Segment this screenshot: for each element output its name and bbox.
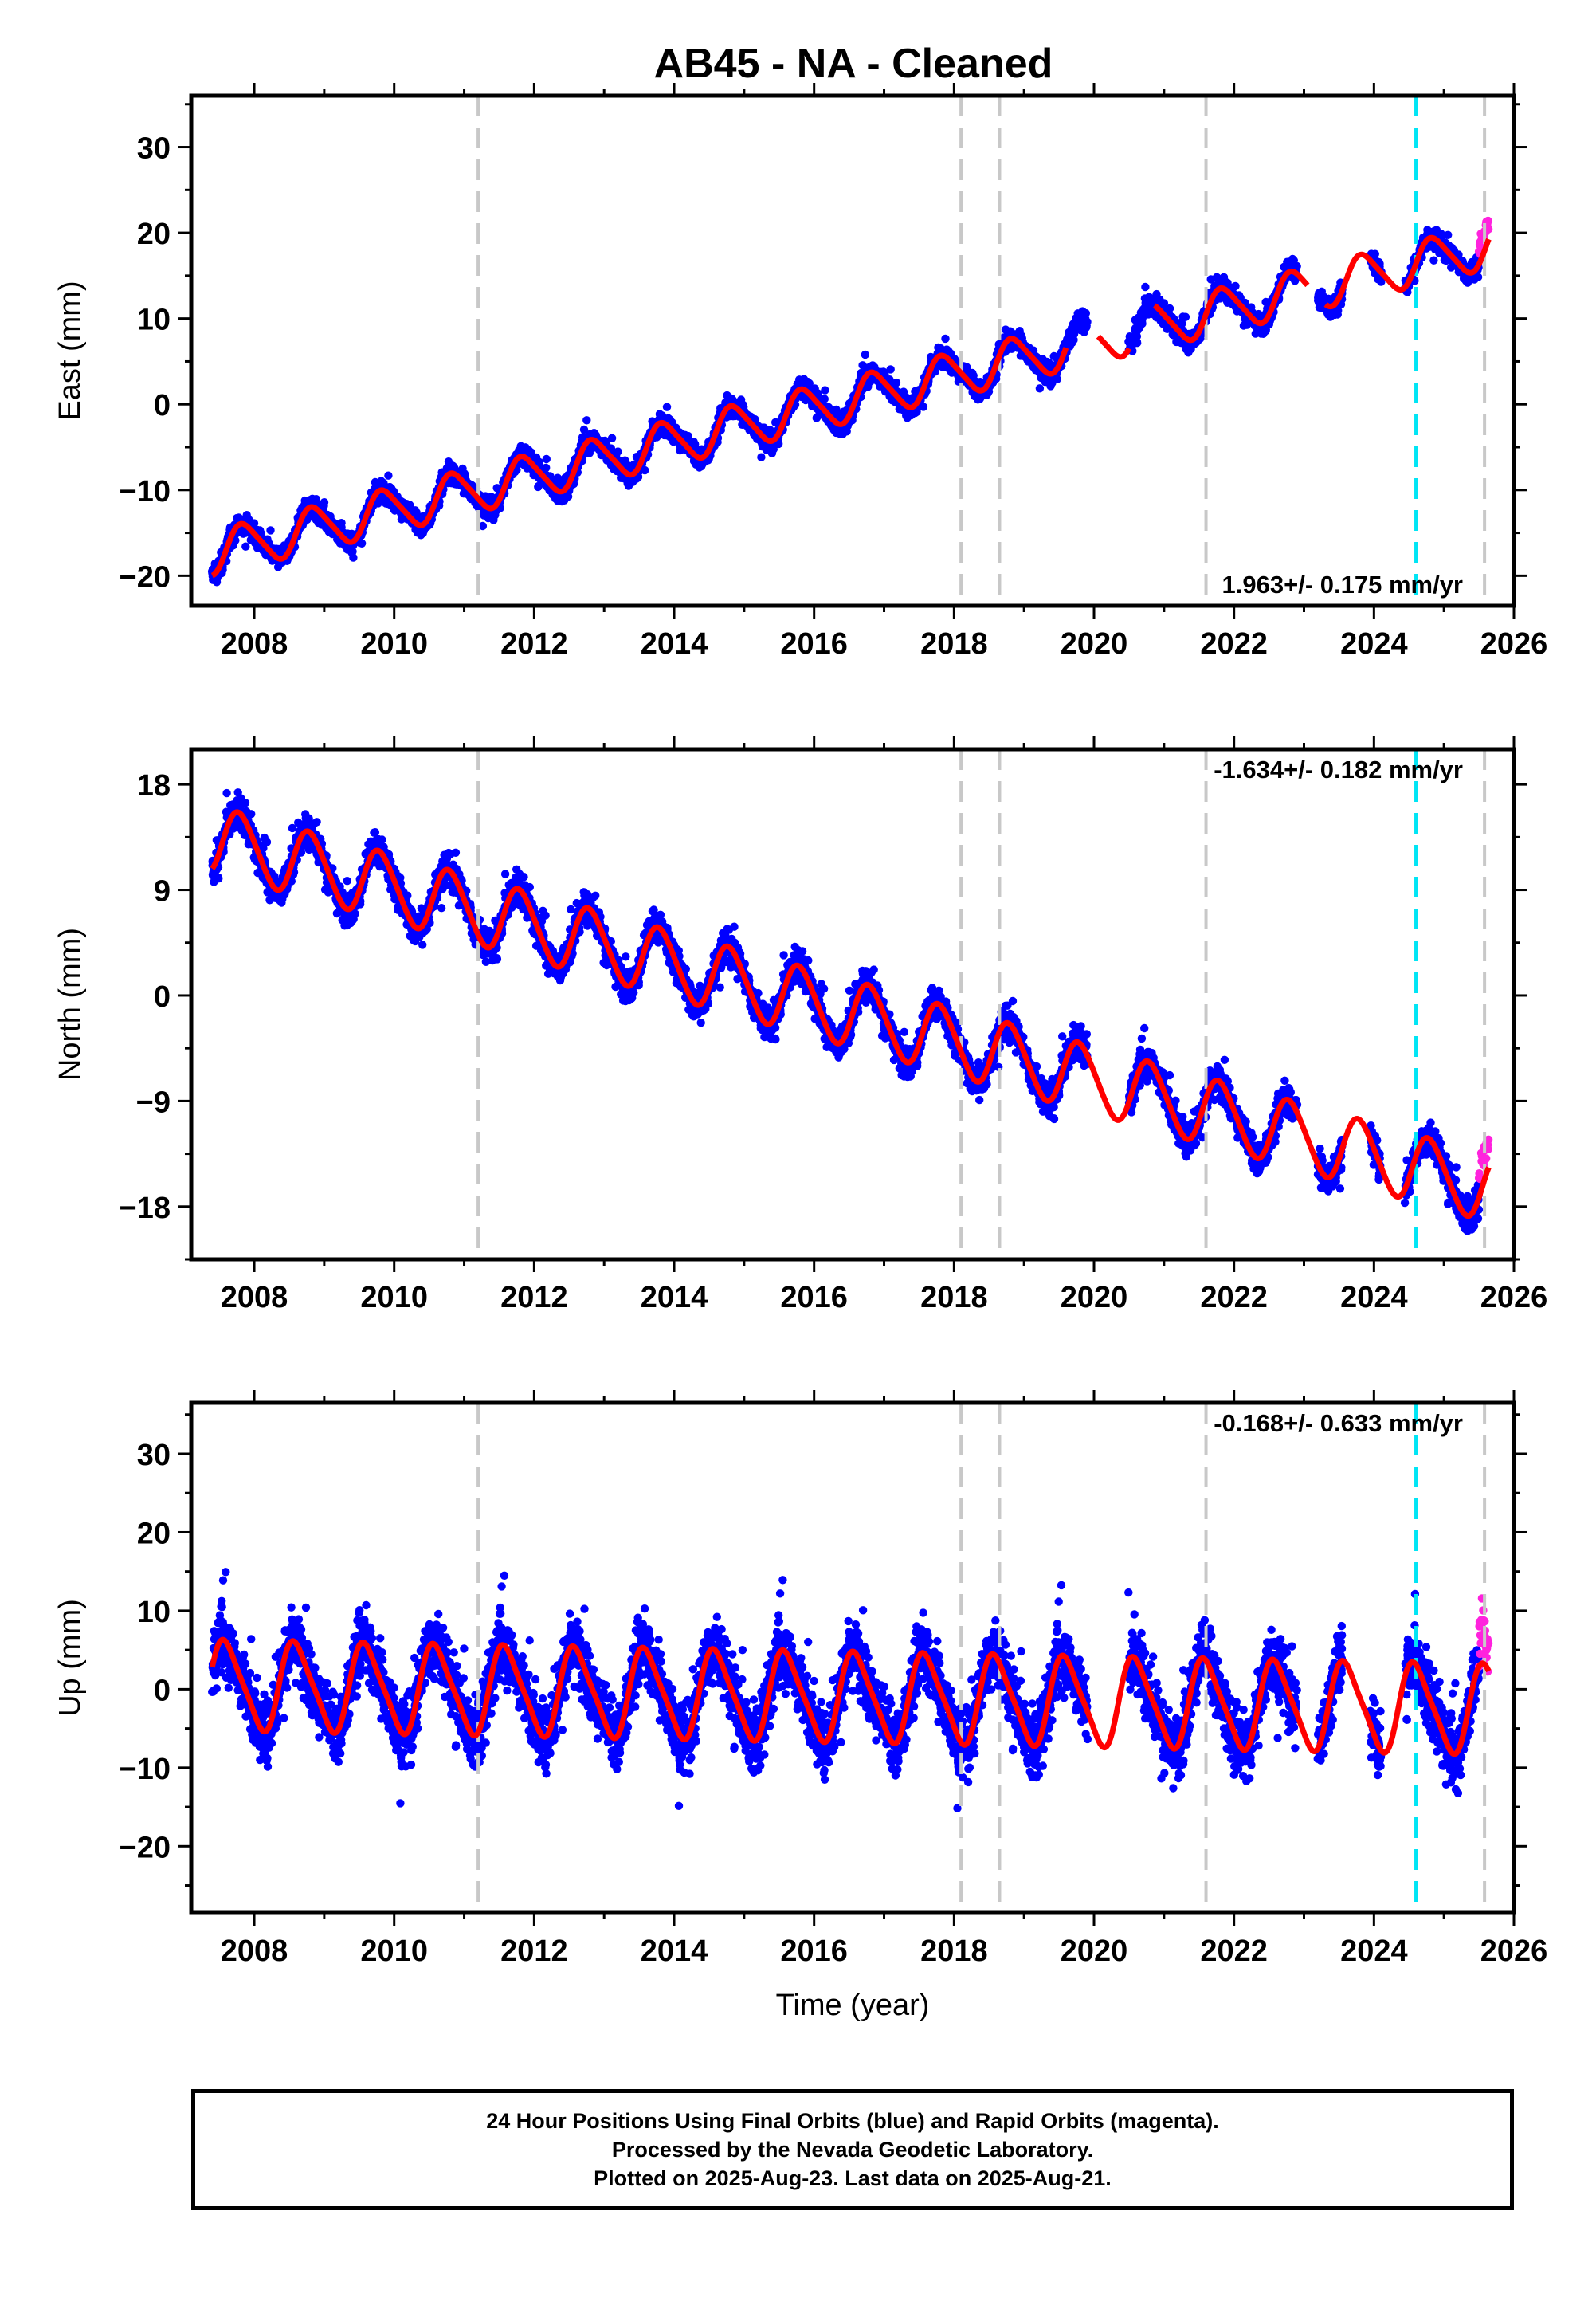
east-final-orbit-point (266, 526, 275, 535)
east-final-orbit-point (1231, 281, 1240, 291)
east-final-orbit-point (662, 403, 672, 411)
east-final-orbit-point (349, 553, 358, 562)
east-final-orbit-point (582, 416, 591, 425)
east-final-orbit-point (614, 447, 622, 456)
east-final-orbit-point (478, 521, 488, 531)
east-final-orbit-point (542, 463, 551, 473)
east-final-orbit-point (757, 453, 766, 461)
east-final-orbit-point (941, 334, 950, 344)
east-panel: 2008 2010 2012 2014 2016 2018 2020 2022 2024 2026… (53, 83, 1547, 661)
east-final-orbit-points (207, 226, 1483, 587)
east-final-orbit-point (384, 471, 393, 480)
east-final-orbit-point (1053, 375, 1061, 383)
east-final-orbit-point (892, 378, 901, 387)
east-final-orbit-point (1181, 312, 1190, 321)
east-final-orbit-point (607, 434, 617, 442)
east-final-orbit-point (1035, 384, 1045, 393)
east-final-orbit-point (320, 501, 328, 510)
east-final-orbit-point (886, 365, 895, 374)
east-final-orbit-point (337, 519, 346, 528)
east-final-orbit-point (1371, 249, 1380, 258)
east-final-orbit-point (1141, 282, 1150, 292)
east-final-orbit-point (1132, 337, 1142, 347)
east-final-orbit-point (1081, 308, 1091, 318)
east-final-orbit-point (527, 448, 535, 457)
east-final-orbit-point (820, 395, 829, 403)
figure-title: AB45 - NA - Cleaned (654, 41, 1053, 87)
east-plot-area (207, 96, 1493, 606)
east-final-orbit-point (348, 547, 357, 556)
east-final-orbit-point (919, 403, 928, 411)
east-final-orbit-point (641, 465, 649, 475)
east-final-orbit-point (821, 386, 829, 395)
east-final-orbit-point (357, 539, 367, 548)
east-final-orbit-point (241, 542, 250, 551)
east-final-orbit-point (542, 454, 551, 464)
east-final-orbit-point (1083, 317, 1092, 327)
east-final-orbit-point (861, 350, 870, 359)
east-final-orbit-point (312, 495, 320, 504)
